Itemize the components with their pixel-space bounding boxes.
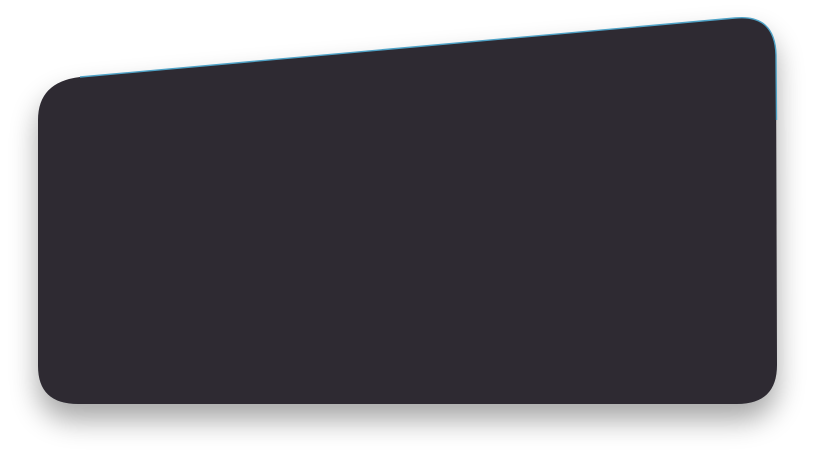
slanted-dark-panel [38, 17, 777, 405]
panel-edge-highlight [79, 16, 778, 121]
